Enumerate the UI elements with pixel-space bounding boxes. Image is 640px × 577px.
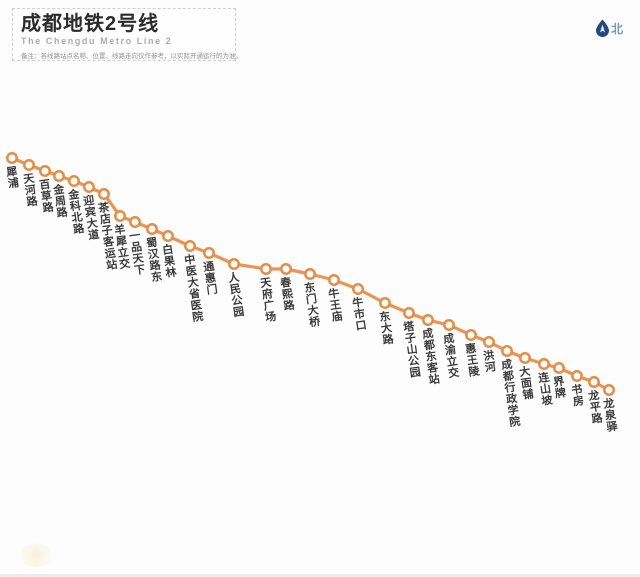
station-dot <box>83 181 95 193</box>
disclaimer-note: 备注：各线路站点名称、位置、线路走向仅作参考，以实际开通运行的为准。 <box>21 53 242 60</box>
station-dot <box>228 258 240 270</box>
station-dot <box>571 370 583 382</box>
station-dot <box>603 384 615 396</box>
station-dot <box>184 240 196 252</box>
station-dot <box>443 319 455 331</box>
watermark-smudge <box>20 543 52 567</box>
compass: 北 <box>595 19 623 38</box>
station-dot <box>98 188 110 200</box>
station-dot <box>352 283 364 295</box>
station-dot <box>280 263 292 275</box>
station-dot <box>53 170 65 182</box>
station-dot <box>422 314 434 326</box>
station-dot <box>379 297 391 309</box>
station-dot <box>519 352 531 364</box>
compass-drop-icon <box>595 19 609 37</box>
header-box: 成都地铁2号线 The Chengdu Metro Line 2 备注：各线路站… <box>12 8 242 61</box>
station-dot <box>68 175 80 187</box>
bottom-edge <box>0 574 640 577</box>
station-dot <box>588 376 600 388</box>
station-dot <box>260 263 272 275</box>
page-subtitle-en: The Chengdu Metro Line 2 <box>21 36 173 46</box>
station-dot <box>403 307 415 319</box>
station-dot <box>6 152 18 164</box>
station-dot <box>203 247 215 259</box>
station-dot <box>129 216 141 228</box>
station-dot <box>146 223 158 235</box>
compass-north-label: 北 <box>610 22 623 36</box>
station-dot <box>162 230 174 242</box>
station-dot <box>538 358 550 370</box>
station-dot <box>501 345 513 357</box>
page-title: 成都地铁2号线 <box>21 13 160 35</box>
station-dot <box>114 210 126 222</box>
station-dot <box>483 336 495 348</box>
station-dot <box>465 329 477 341</box>
station-dot <box>304 268 316 280</box>
station-dot <box>553 362 565 374</box>
station-dot <box>23 159 35 171</box>
station-dot <box>328 274 340 286</box>
station-dot <box>39 165 51 177</box>
